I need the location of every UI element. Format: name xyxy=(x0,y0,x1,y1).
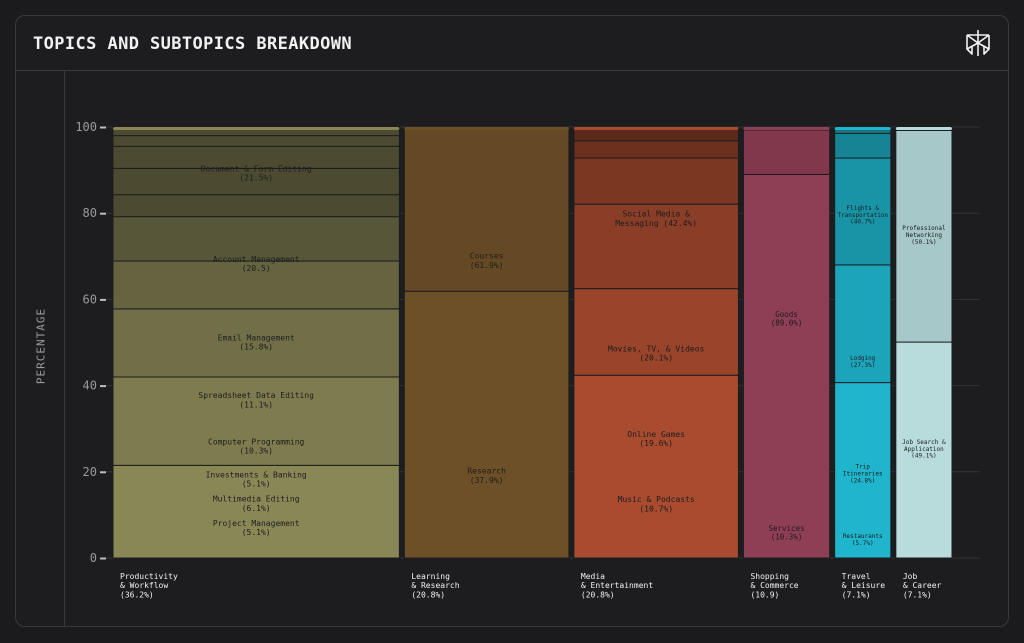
segment-bar xyxy=(112,464,400,559)
segment-label: Account Management (20.5) xyxy=(213,255,300,273)
segment-label: Research (37.9%) xyxy=(467,467,506,485)
segment-label: Goods (89.0%) xyxy=(771,310,803,328)
segment-bar xyxy=(573,374,739,559)
chart-title: TOPICS AND SUBTOPICS BREAKDOWN xyxy=(33,34,353,54)
segment-label: Project Management (5.1%) xyxy=(213,519,300,537)
segment-bar xyxy=(112,135,400,147)
perplexity-logo-icon xyxy=(966,30,990,56)
segment-label: Courses (61.9%) xyxy=(470,252,504,270)
segment-bar xyxy=(403,127,570,292)
column-cap xyxy=(895,127,952,130)
category-label: Shopping & Commerce (10.9) xyxy=(750,572,798,599)
segment-label: Online Games (19.6%) xyxy=(627,430,685,448)
column-cap xyxy=(743,127,830,130)
segment-label: Flights & Transportation (40.7%) xyxy=(837,205,888,226)
segment-bar xyxy=(834,132,892,159)
segment-bar xyxy=(112,376,400,466)
axis-divider xyxy=(64,70,65,626)
card-header: TOPICS AND SUBTOPICS BREAKDOWN xyxy=(16,16,1008,71)
segment-label: Music & Podcasts (10.7%) xyxy=(618,495,695,513)
segment-label: Social Media & Messaging (42.4%) xyxy=(615,210,697,228)
segment-label: Computer Programming (10.3%) xyxy=(208,437,305,455)
segment-label: Lodging (27.3%) xyxy=(850,355,876,369)
segment-bar xyxy=(573,157,739,205)
y-tick-label: 0 xyxy=(90,551,97,565)
segment-label: Spreadsheet Data Editing (11.1%) xyxy=(198,391,314,409)
segment-bar xyxy=(834,157,892,266)
segment-bar xyxy=(112,194,400,218)
segment-bar xyxy=(742,129,831,175)
category-label: Productivity & Workflow (36.2%) xyxy=(120,572,178,599)
segment-bar xyxy=(895,341,953,559)
category-label: Job & Career (7.1%) xyxy=(903,572,942,599)
segment-bar xyxy=(895,129,953,343)
segment-label: Multimedia Editing (6.1%) xyxy=(213,495,300,513)
segment-bar xyxy=(403,290,570,559)
segment-bar xyxy=(742,173,831,559)
segment-label: Restaurants (5.7%) xyxy=(843,533,883,547)
segment-label: Investments & Banking (5.1%) xyxy=(206,471,307,489)
column-cap xyxy=(113,127,400,130)
segment-label: Services (10.3%) xyxy=(768,524,804,542)
segment-label: Document & Form Editing (21.5%) xyxy=(201,165,312,183)
segment-bar xyxy=(112,167,400,196)
column-cap xyxy=(834,127,891,130)
y-tick-label: 60 xyxy=(83,292,97,306)
column-cap xyxy=(573,127,739,130)
category-label: Travel & Leisure (7.1%) xyxy=(842,572,886,599)
category-label: Learning & Research (20.8%) xyxy=(411,572,459,599)
y-tick-label: 40 xyxy=(83,379,97,393)
y-tick-label: 20 xyxy=(83,465,97,479)
segment-label: Professional Networking (50.1%) xyxy=(902,225,946,246)
segment-label: Movies, TV, & Videos (20.1%) xyxy=(608,344,705,362)
segment-bar xyxy=(573,203,739,290)
segment-bar xyxy=(573,140,739,159)
segment-bar xyxy=(112,308,400,378)
column-cap xyxy=(404,127,569,130)
segment-label: Trip Itineraries (24.8%) xyxy=(843,464,883,485)
segment-bar xyxy=(834,264,892,384)
segment-label: Job Search & Application (49.1%) xyxy=(902,439,946,460)
y-tick-label: 80 xyxy=(83,206,97,220)
segment-label: Email Management (15.8%) xyxy=(218,333,295,351)
category-label: Media & Entertainment (20.8%) xyxy=(581,572,653,599)
segment-bar xyxy=(112,260,400,310)
segment-bar xyxy=(573,288,739,376)
y-tick-label: 100 xyxy=(75,120,97,134)
